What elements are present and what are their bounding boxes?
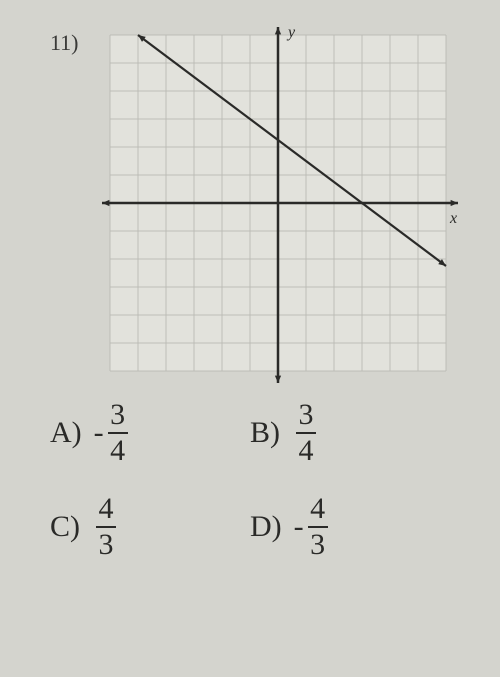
answer-choices: A) - 3 4 B) 3 4 C): [50, 400, 450, 588]
answer-row-1: A) - 3 4 B) 3 4: [50, 400, 450, 466]
choice-b-label: B): [250, 416, 280, 450]
choice-a-num: 3: [110, 400, 125, 432]
question-number: 11): [50, 30, 79, 56]
choice-a-den: 4: [110, 434, 125, 466]
choice-d-den: 3: [310, 528, 325, 560]
choice-c-num: 4: [99, 494, 114, 526]
choice-c-fraction: 4 3: [96, 494, 116, 560]
graph-svg: yx: [95, 25, 465, 385]
choice-b: B) 3 4: [250, 400, 450, 466]
choice-c: C) 4 3: [50, 494, 250, 560]
choice-a-sign: -: [94, 416, 104, 450]
choice-a-fraction: 3 4: [108, 400, 128, 466]
choice-c-label: C): [50, 510, 80, 544]
answer-row-2: C) 4 3 D) - 4 3: [50, 494, 450, 560]
choice-d-fraction: 4 3: [308, 494, 328, 560]
choice-d: D) - 4 3: [250, 494, 450, 560]
choice-b-den: 4: [299, 434, 314, 466]
worksheet-page: 11) yx A) - 3 4 B) 3 4: [0, 0, 500, 677]
choice-b-num: 3: [299, 400, 314, 432]
choice-c-den: 3: [99, 528, 114, 560]
choice-d-num: 4: [310, 494, 325, 526]
choice-d-sign: -: [294, 510, 304, 544]
coordinate-graph: yx: [95, 25, 465, 385]
svg-text:x: x: [449, 210, 457, 227]
choice-b-fraction: 3 4: [296, 400, 316, 466]
choice-a: A) - 3 4: [50, 400, 250, 466]
svg-text:y: y: [286, 25, 296, 41]
choice-d-label: D): [250, 510, 282, 544]
choice-a-label: A): [50, 416, 82, 450]
